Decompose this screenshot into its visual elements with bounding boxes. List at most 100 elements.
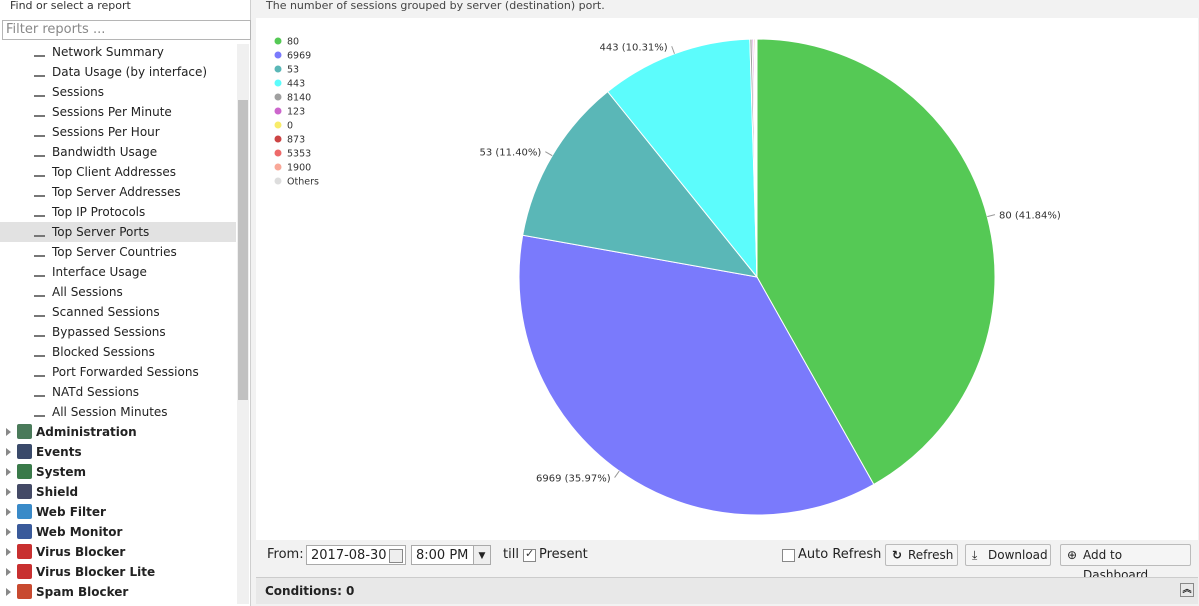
- till-label: till: [503, 547, 519, 562]
- report-icon: [34, 147, 45, 157]
- download-label: Download: [988, 548, 1048, 562]
- conditions-label: Conditions: 0: [265, 584, 355, 598]
- report-item[interactable]: Top Server Countries: [0, 242, 236, 262]
- report-item[interactable]: Top IP Protocols: [0, 202, 236, 222]
- group-label: Events: [36, 445, 82, 459]
- report-label: Sessions Per Hour: [52, 125, 160, 139]
- from-label: From:: [267, 547, 304, 562]
- date-field[interactable]: 2017-08-30: [306, 545, 406, 565]
- report-icon: [34, 127, 45, 137]
- present-checkbox[interactable]: ✓: [523, 547, 536, 562]
- group-label: Web Filter: [36, 505, 106, 519]
- expand-arrow: [6, 548, 11, 556]
- group-icon: [17, 544, 32, 559]
- legend-label: 5353: [287, 149, 311, 160]
- date-value: 2017-08-30: [311, 548, 387, 563]
- report-group[interactable]: Virus Blocker Lite: [0, 562, 236, 582]
- report-icon: [34, 47, 45, 57]
- refresh-button[interactable]: ↻ Refresh: [885, 544, 958, 566]
- legend-label: Others: [287, 177, 319, 188]
- report-group[interactable]: Web Filter: [0, 502, 236, 522]
- expand-arrow: [6, 428, 11, 436]
- report-item[interactable]: Top Server Ports: [0, 222, 236, 242]
- expand-arrow: [6, 528, 11, 536]
- expand-arrow: [6, 448, 11, 456]
- sidebar-label: Find or select a report: [10, 0, 131, 12]
- report-item[interactable]: Sessions Per Hour: [0, 122, 236, 142]
- legend-swatch: [274, 107, 282, 115]
- report-item[interactable]: Scanned Sessions: [0, 302, 236, 322]
- report-icon: [34, 87, 45, 97]
- report-icon: [34, 247, 45, 257]
- report-group[interactable]: Shield: [0, 482, 236, 502]
- toolbar: From: 2017-08-30 8:00 PM ▼ till ✓ Present…: [256, 542, 1198, 582]
- report-icon: [34, 307, 45, 317]
- legend-swatch: [274, 65, 282, 73]
- auto-refresh-checkbox[interactable]: [782, 549, 795, 562]
- conditions-bar[interactable]: Conditions: 0 ︽: [256, 577, 1198, 604]
- auto-refresh-label: Auto Refresh: [798, 547, 882, 562]
- expand-arrow: [6, 468, 11, 476]
- report-sidebar: Find or select a report Filter reports .…: [0, 0, 251, 606]
- report-item[interactable]: Blocked Sessions: [0, 342, 236, 362]
- report-item[interactable]: Bypassed Sessions: [0, 322, 236, 342]
- report-item[interactable]: Port Forwarded Sessions: [0, 362, 236, 382]
- data-label: 6969 (35.97%): [536, 474, 611, 485]
- report-group[interactable]: Web Monitor: [0, 522, 236, 542]
- add-to-dashboard-button[interactable]: ⊕ Add to Dashboard: [1060, 544, 1191, 582]
- report-item[interactable]: All Session Minutes: [0, 402, 236, 422]
- report-item[interactable]: Sessions: [0, 82, 236, 102]
- report-item[interactable]: NATd Sessions: [0, 382, 236, 402]
- report-label: Sessions: [52, 85, 105, 99]
- report-group[interactable]: Events: [0, 442, 236, 462]
- report-item[interactable]: Data Usage (by interface): [0, 62, 236, 82]
- legend-label: 80: [287, 37, 299, 48]
- group-label: Virus Blocker Lite: [36, 565, 156, 579]
- time-field[interactable]: 8:00 PM ▼: [411, 545, 491, 565]
- report-group[interactable]: System: [0, 462, 236, 482]
- report-item[interactable]: Top Server Addresses: [0, 182, 236, 202]
- report-label: Top IP Protocols: [52, 205, 146, 219]
- group-icon: [17, 444, 32, 459]
- chart-area: 80 (41.84%) 6969 (35.97%) 53 (11.40%) 443 (…: [256, 18, 1198, 540]
- present-label: Present: [539, 547, 588, 562]
- report-item[interactable]: Network Summary: [0, 42, 236, 62]
- group-label: Administration: [36, 425, 137, 439]
- report-group[interactable]: Administration: [0, 422, 236, 442]
- legend-swatch: [274, 93, 282, 101]
- filter-input[interactable]: Filter reports ...: [2, 20, 251, 40]
- legend-swatch: [274, 51, 282, 59]
- legend-label: 0: [287, 121, 293, 132]
- report-label: Top Server Countries: [52, 245, 177, 259]
- report-item[interactable]: All Sessions: [0, 282, 236, 302]
- scrollbar[interactable]: [237, 44, 249, 604]
- report-label: NATd Sessions: [52, 385, 140, 399]
- expand-arrow: [6, 508, 11, 516]
- report-item[interactable]: Top Client Addresses: [0, 162, 236, 182]
- report-item[interactable]: Bandwidth Usage: [0, 142, 236, 162]
- group-icon: [17, 524, 32, 539]
- legend-swatch: [274, 149, 282, 157]
- legend-swatch: [274, 163, 282, 171]
- group-icon: [17, 504, 32, 519]
- report-item[interactable]: Sessions Per Minute: [0, 102, 236, 122]
- report-item[interactable]: Interface Usage: [0, 262, 236, 282]
- report-icon: [34, 187, 45, 197]
- legend-label: 123: [287, 107, 305, 118]
- report-group[interactable]: Spam Blocker: [0, 582, 236, 602]
- report-group[interactable]: Virus Blocker: [0, 542, 236, 562]
- legend-label: 53: [287, 65, 299, 76]
- report-description: The number of sessions grouped by server…: [266, 0, 605, 12]
- report-icon: [34, 67, 45, 77]
- leader-line: [614, 470, 620, 478]
- download-button[interactable]: ⤓ Download: [965, 544, 1051, 566]
- leader-line: [671, 46, 675, 54]
- expand-arrow: [6, 588, 11, 596]
- leader-line: [987, 214, 996, 218]
- report-label: Sessions Per Minute: [52, 105, 172, 119]
- expand-arrow: [6, 488, 11, 496]
- legend-label: 8140: [287, 93, 311, 104]
- group-label: Virus Blocker: [36, 545, 126, 559]
- group-icon: [17, 484, 32, 499]
